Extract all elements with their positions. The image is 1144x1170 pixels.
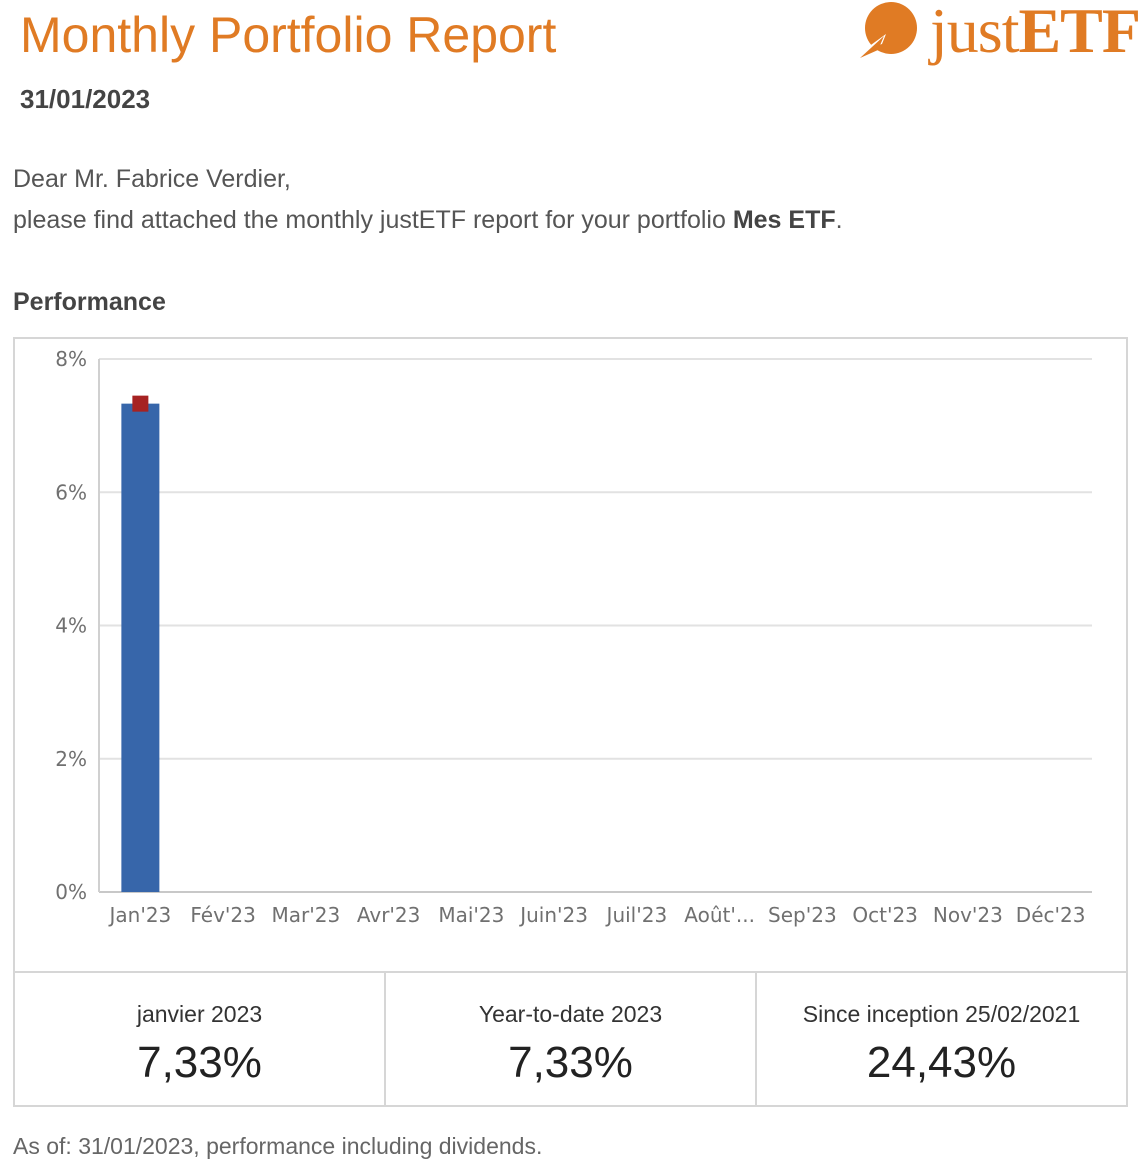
x-tick-label: Mar'23: [272, 903, 341, 927]
report-date: 31/01/2023: [20, 84, 151, 114]
stat-label: Since inception 25/02/2021: [802, 1001, 1081, 1027]
x-tick-label: Déc'23: [1016, 903, 1086, 927]
intro-text: please find attached the monthly justETF…: [13, 206, 843, 235]
stat-label: janvier 2023: [136, 1001, 263, 1027]
portfolio-name: Mes ETF: [732, 206, 836, 234]
stat-month: janvier 2023 7,33%: [15, 973, 386, 1107]
x-tick-label: Oct'23: [852, 903, 918, 927]
stat-label: Year-to-date 2023: [478, 1001, 663, 1027]
x-tick-label: Sep'23: [768, 903, 837, 927]
x-tick-label: Juin'23: [518, 903, 588, 927]
greeting: Dear Mr. Fabrice Verdier,: [13, 165, 291, 193]
stat-value: 7,33%: [137, 1038, 262, 1087]
performance-section-title: Performance: [13, 288, 166, 316]
stats-row: janvier 2023 7,33% Year-to-date 2023 7,3…: [15, 971, 1126, 1107]
stat-ytd: Year-to-date 2023 7,33%: [386, 973, 757, 1107]
logo-text-etf: ETF: [1018, 0, 1140, 66]
logo-wordmark: justETF: [930, 0, 1141, 68]
justetf-logo-icon: [860, 2, 917, 58]
y-tick-label: 4%: [55, 614, 87, 638]
footnote: As of: 31/01/2023, performance including…: [13, 1133, 543, 1159]
logo-text-just: just: [930, 0, 1019, 66]
stat-value: 7,33%: [508, 1038, 633, 1087]
x-tick-label: Août'...: [684, 903, 755, 927]
stat-inception: Since inception 25/02/2021 24,43%: [757, 973, 1126, 1107]
justetf-logo[interactable]: justETF: [856, 0, 1144, 80]
stat-value: 24,43%: [866, 1038, 1017, 1087]
performance-panel: 0% 2% 4% 6% 8% Jan'23 Fév'23 Mar'23 Avr'23 Mai'23…: [13, 337, 1128, 1107]
x-tick-label: Fév'23: [190, 903, 256, 927]
x-tick-label: Nov'23: [933, 903, 1003, 927]
report-title: Monthly Portfolio Report: [20, 7, 557, 63]
performance-chart: 0% 2% 4% 6% 8% Jan'23 Fév'23 Mar'23 Avr'23 Mai'23…: [55, 347, 1092, 927]
y-tick-label: 2%: [55, 747, 87, 771]
y-tick-label: 8%: [55, 347, 87, 371]
intro-prefix: please find attached the monthly justETF…: [13, 206, 733, 234]
x-tick-label: Mai'23: [438, 903, 504, 927]
x-tick-label: Jan'23: [107, 903, 171, 927]
x-tick-label: Avr'23: [357, 903, 421, 927]
bar: [121, 403, 160, 892]
y-tick-label: 6%: [55, 480, 87, 504]
x-tick-label: Juil'23: [605, 903, 668, 927]
y-tick-label: 0%: [55, 880, 87, 904]
intro-suffix: .: [835, 206, 843, 234]
marker-point: [132, 395, 149, 412]
